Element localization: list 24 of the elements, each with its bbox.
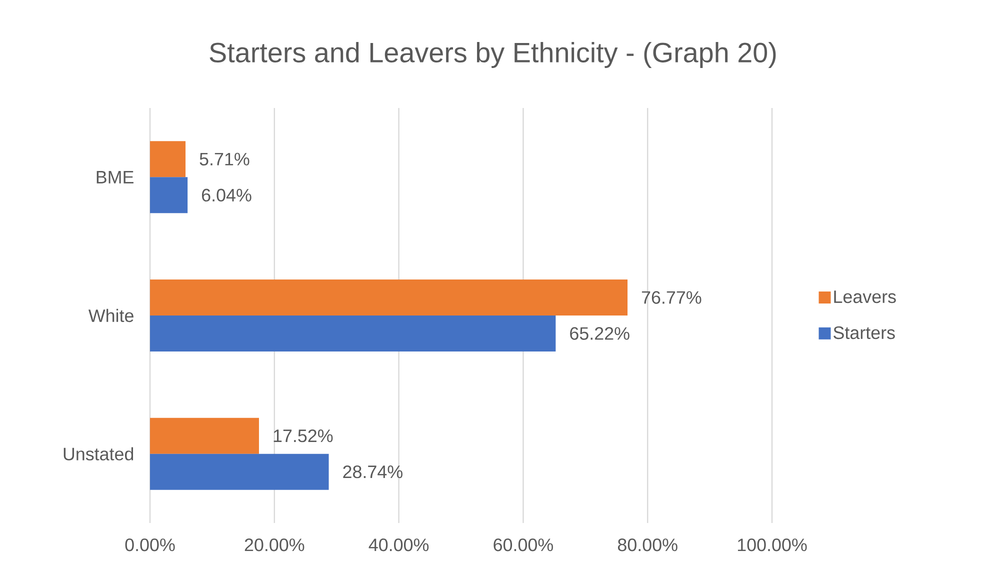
y-tick-label: BME <box>96 170 134 184</box>
x-tick-label: 40.00% <box>368 538 429 552</box>
y-tick-label: Unstated <box>64 447 134 460</box>
bar <box>150 177 188 214</box>
legend-label: Leavers <box>834 290 896 304</box>
data-label: 28.74% <box>343 465 402 478</box>
bar <box>150 418 259 454</box>
data-label: 17.52% <box>274 429 333 442</box>
data-label: 76.77% <box>642 291 702 304</box>
data-label: 5.71% <box>200 152 250 166</box>
x-tick-label: 60.00% <box>494 538 553 552</box>
x-tick-label: 100.00% <box>738 538 807 552</box>
y-tick-label: White <box>88 308 134 322</box>
data-label: 65.22% <box>570 327 630 340</box>
legend-label: Starters <box>834 326 895 340</box>
bar <box>150 279 628 316</box>
chart-title: Starters and Leavers by Ethnicity - (Graph 20) <box>210 42 776 68</box>
x-tick-label: 0.00% <box>125 538 175 552</box>
bar <box>150 315 556 352</box>
bar <box>150 454 329 490</box>
x-tick-label: 80.00% <box>618 538 678 552</box>
data-label: 6.04% <box>202 188 252 202</box>
bar <box>150 141 186 178</box>
x-tick-label: 20.00% <box>244 538 304 552</box>
